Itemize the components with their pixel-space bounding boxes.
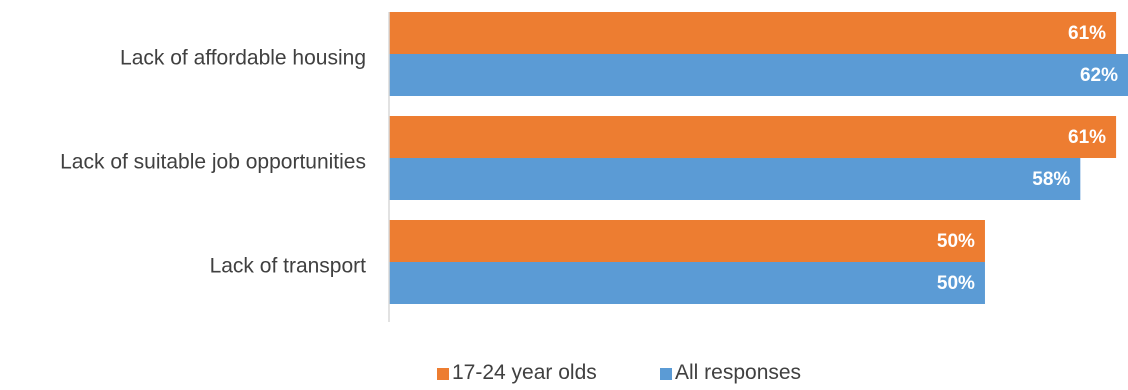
data-label: 50% [937,273,975,294]
bar-all-responses [389,262,985,304]
legend-swatch [437,368,449,380]
category-label: Lack of affordable housing [120,47,366,70]
bar-17-24 [389,12,1117,54]
legend-label: All responses [675,361,801,384]
legend-label: 17-24 year olds [452,361,597,384]
data-label: 62% [1080,65,1118,86]
bar-all-responses [389,158,1081,200]
data-label: 61% [1068,23,1106,44]
data-label: 61% [1068,127,1106,148]
category-label: Lack of suitable job opportunities [60,151,366,174]
bar-17-24 [389,220,985,262]
bar-17-24 [389,116,1117,158]
legend-swatch [660,368,672,380]
data-label: 50% [937,231,975,252]
category-label: Lack of transport [210,255,367,278]
legend: 17-24 year olds All responses [437,361,801,384]
labels-layer: Lack of affordable housing 61% 62% Lack of … [60,23,1118,294]
bar-all-responses [389,54,1128,96]
data-label: 58% [1032,169,1070,190]
bars-layer [389,12,1128,304]
